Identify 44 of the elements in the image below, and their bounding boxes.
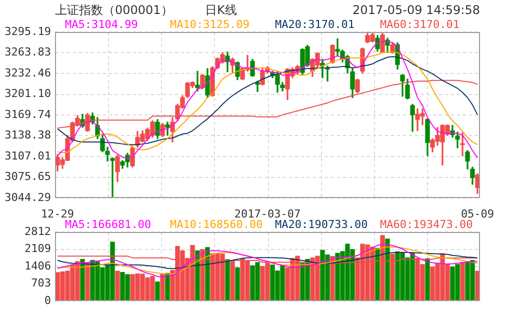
text: MA5:3104.99 [65,18,138,31]
chart-subtitle: 日K线 [205,3,237,17]
text: MA60:3170.01 [380,18,460,31]
bar [385,238,390,301]
y-tick-label: 3232.46 [4,66,51,80]
bar [460,262,465,301]
y-tick-label: 3044.29 [4,190,51,204]
bar [205,247,210,301]
chart-title: 上证指数（000001） [55,3,173,17]
bar [425,258,430,301]
text: 2017-05-09 14:59:58 [352,3,480,17]
x-tick-label: 05-09 [460,207,494,220]
y-tick-label: 3138.38 [4,128,51,142]
bar [195,250,200,301]
y-tick-label: 2109 [24,242,51,256]
y-tick-label: 3075.65 [4,170,51,184]
y-tick-label: 2812 [24,224,51,238]
y-tick-label: 1406 [24,259,51,272]
y-tick-label: 703 [31,276,51,290]
y-tick-label: 3263.83 [4,46,51,59]
y-tick-label: 0 [44,294,51,307]
text: MA20:190733.00 [275,218,368,231]
bar [375,248,380,301]
bar [165,272,170,301]
bar [115,270,120,301]
text: MA10:3125.09 [170,18,250,31]
bar [80,258,85,301]
bar [155,282,160,301]
text: MA60:193473.00 [380,218,473,231]
bar [225,259,230,301]
y-tick-label: 3169.74 [4,108,52,121]
bar [160,274,165,301]
x-tick-label: 12-29 [40,207,74,220]
y-tick-label: 3201.10 [4,87,51,100]
text: MA10:168560.00 [170,218,263,231]
candlestick [195,70,200,92]
x-tick-label: 2017-03-07 [234,207,301,220]
text: MA20:3170.01 [275,18,354,31]
y-tick-label: 3295.19 [4,24,51,38]
candlestick [460,132,465,156]
bar [85,262,90,301]
bar [235,267,240,301]
text: MA5:166681.00 [65,218,152,231]
y-tick-label: 3107.01 [4,149,51,162]
